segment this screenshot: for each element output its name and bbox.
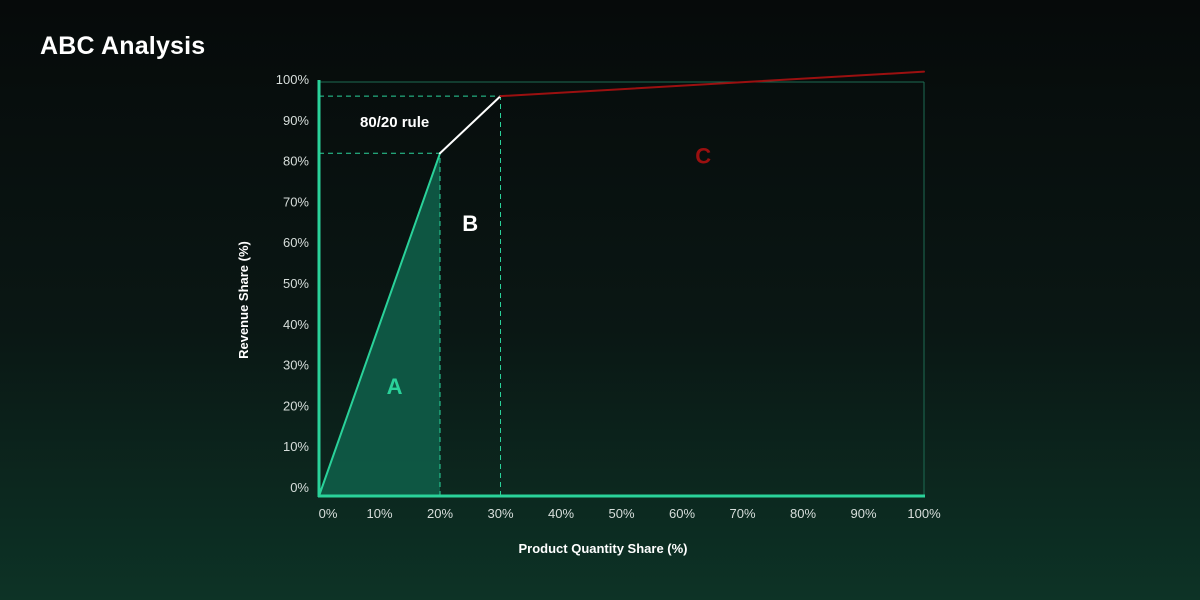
x-tick-label: 80%: [790, 506, 816, 521]
x-tick-label: 10%: [366, 506, 392, 521]
x-tick-label: 100%: [907, 506, 941, 521]
x-tick-label: 50%: [608, 506, 634, 521]
annotation-80-20-rule: 80/20 rule: [360, 114, 429, 131]
y-axis-title: Revenue Share (%): [236, 241, 251, 359]
curve-segment-b: [439, 95, 502, 155]
y-tick-label: 80%: [283, 154, 309, 169]
y-tick-labels: 0% 10% 20% 30% 40% 50% 60% 70% 80% 90% 100%: [276, 72, 310, 495]
plot-frame: [319, 81, 925, 496]
curve-segment-c: [499, 70, 925, 98]
x-tick-label: 90%: [850, 506, 876, 521]
x-tick-label: 20%: [427, 506, 453, 521]
y-tick-label: 70%: [283, 194, 309, 209]
y-tick-label: 0%: [290, 480, 309, 495]
zone-label-b: B: [462, 211, 478, 236]
x-axis-title: Product Quantity Share (%): [518, 541, 687, 556]
zone-label-a: A: [387, 374, 403, 399]
y-tick-label: 100%: [276, 72, 310, 87]
curve-segment-a: [318, 152, 441, 497]
page-title: ABC Analysis: [40, 32, 206, 60]
x-tick-label: 40%: [548, 506, 574, 521]
curve-lines: [318, 70, 925, 497]
annotations: 80/20 rule: [360, 114, 429, 131]
x-tick-label: 60%: [669, 506, 695, 521]
y-tick-label: 40%: [283, 317, 309, 332]
y-tick-label: 50%: [283, 276, 309, 291]
guide-lines: [319, 95, 501, 496]
y-tick-label: 30%: [283, 358, 309, 373]
y-tick-label: 60%: [283, 235, 309, 250]
x-tick-label: 0%: [319, 506, 338, 521]
x-tick-labels: 0% 10% 20% 30% 40% 50% 60% 70% 80% 90% 100%: [319, 506, 941, 521]
y-tick-label: 90%: [283, 113, 309, 128]
y-tick-label: 20%: [283, 398, 309, 413]
zone-label-c: C: [695, 143, 711, 168]
axes: [317, 80, 925, 498]
zone-labels: A B C: [387, 143, 712, 399]
x-tick-label: 70%: [729, 506, 755, 521]
y-tick-label: 10%: [283, 439, 309, 454]
x-tick-label: 30%: [487, 506, 513, 521]
